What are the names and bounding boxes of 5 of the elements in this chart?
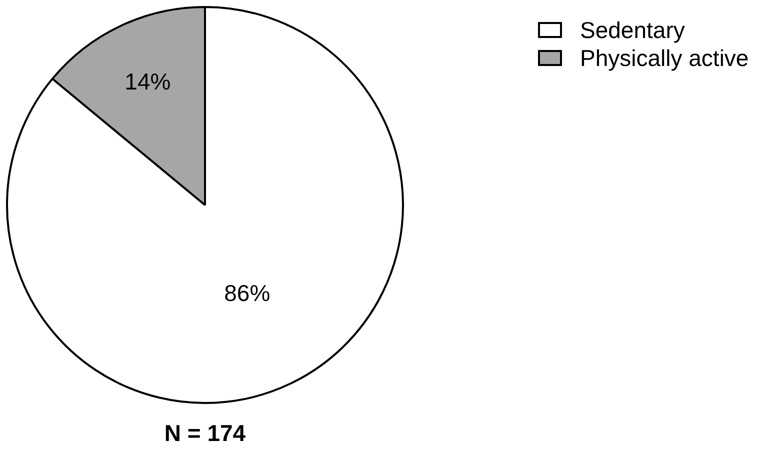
text: N = 174 xyxy=(163,420,247,447)
legend-label: Sedentary xyxy=(580,16,685,44)
data-label: 14% xyxy=(124,68,171,95)
data-label: 86% xyxy=(224,280,270,306)
legend-label: Physically active xyxy=(580,44,749,72)
